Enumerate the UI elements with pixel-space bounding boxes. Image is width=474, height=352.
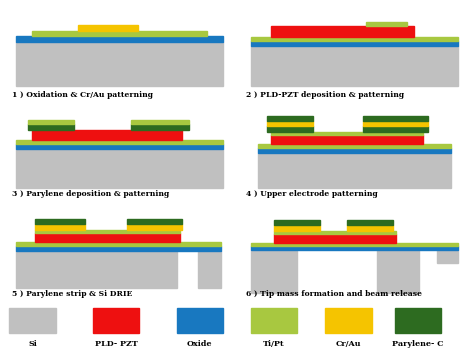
Bar: [35, 233, 180, 243]
Bar: [16, 149, 223, 189]
Bar: [35, 220, 85, 225]
Bar: [16, 251, 177, 289]
Bar: [377, 251, 419, 294]
Bar: [16, 36, 223, 42]
Bar: [274, 231, 396, 234]
Bar: [395, 308, 441, 333]
Bar: [93, 308, 139, 333]
Bar: [267, 120, 313, 126]
Bar: [267, 115, 313, 120]
Bar: [9, 308, 56, 333]
Bar: [28, 120, 74, 124]
Bar: [251, 246, 458, 251]
Text: Si: Si: [28, 340, 37, 348]
Text: Parylene- C: Parylene- C: [392, 340, 444, 348]
Bar: [78, 25, 138, 31]
Bar: [274, 220, 320, 225]
Bar: [274, 234, 396, 243]
Bar: [258, 144, 451, 147]
Bar: [325, 308, 372, 333]
Bar: [35, 231, 180, 233]
Text: 3 ) Parylene deposition & patterning: 3 ) Parylene deposition & patterning: [12, 190, 169, 199]
Bar: [177, 308, 223, 333]
Bar: [32, 31, 207, 36]
Bar: [16, 243, 221, 246]
Bar: [131, 120, 189, 124]
Bar: [198, 251, 221, 289]
Bar: [16, 246, 221, 251]
Bar: [366, 21, 407, 25]
Bar: [251, 40, 458, 45]
Bar: [258, 152, 451, 189]
Bar: [437, 251, 458, 264]
Text: Oxide: Oxide: [187, 340, 212, 348]
Bar: [258, 147, 451, 152]
Bar: [347, 220, 393, 225]
Bar: [364, 126, 428, 132]
Bar: [251, 308, 297, 333]
Bar: [364, 120, 428, 126]
Bar: [274, 225, 320, 231]
Bar: [35, 225, 85, 231]
Bar: [251, 45, 458, 86]
Bar: [364, 115, 428, 120]
Bar: [347, 225, 393, 231]
Text: Ti/Pt: Ti/Pt: [264, 340, 285, 348]
Bar: [16, 42, 223, 86]
Bar: [272, 25, 414, 37]
Bar: [32, 130, 182, 139]
Bar: [28, 124, 74, 130]
Bar: [131, 124, 189, 130]
Bar: [16, 144, 223, 149]
Bar: [267, 126, 313, 132]
Text: 1 ) Oxidation & Cr/Au patterning: 1 ) Oxidation & Cr/Au patterning: [12, 90, 153, 99]
Bar: [251, 37, 458, 40]
Text: 6 ) Tip mass formation and beam release: 6 ) Tip mass formation and beam release: [246, 290, 422, 298]
Bar: [251, 243, 458, 246]
Text: Cr/Au: Cr/Au: [336, 340, 361, 348]
Bar: [272, 132, 423, 134]
Bar: [251, 251, 297, 294]
Text: 5 ) Parylene strip & Si DRIE: 5 ) Parylene strip & Si DRIE: [12, 290, 132, 298]
Text: 4 ) Upper electrode patterning: 4 ) Upper electrode patterning: [246, 190, 378, 199]
Bar: [127, 220, 182, 225]
Text: PLD- PZT: PLD- PZT: [95, 340, 137, 348]
Bar: [16, 139, 223, 144]
Bar: [127, 225, 182, 231]
Bar: [272, 134, 423, 144]
Text: 2 ) PLD-PZT deposition & patterning: 2 ) PLD-PZT deposition & patterning: [246, 90, 404, 99]
